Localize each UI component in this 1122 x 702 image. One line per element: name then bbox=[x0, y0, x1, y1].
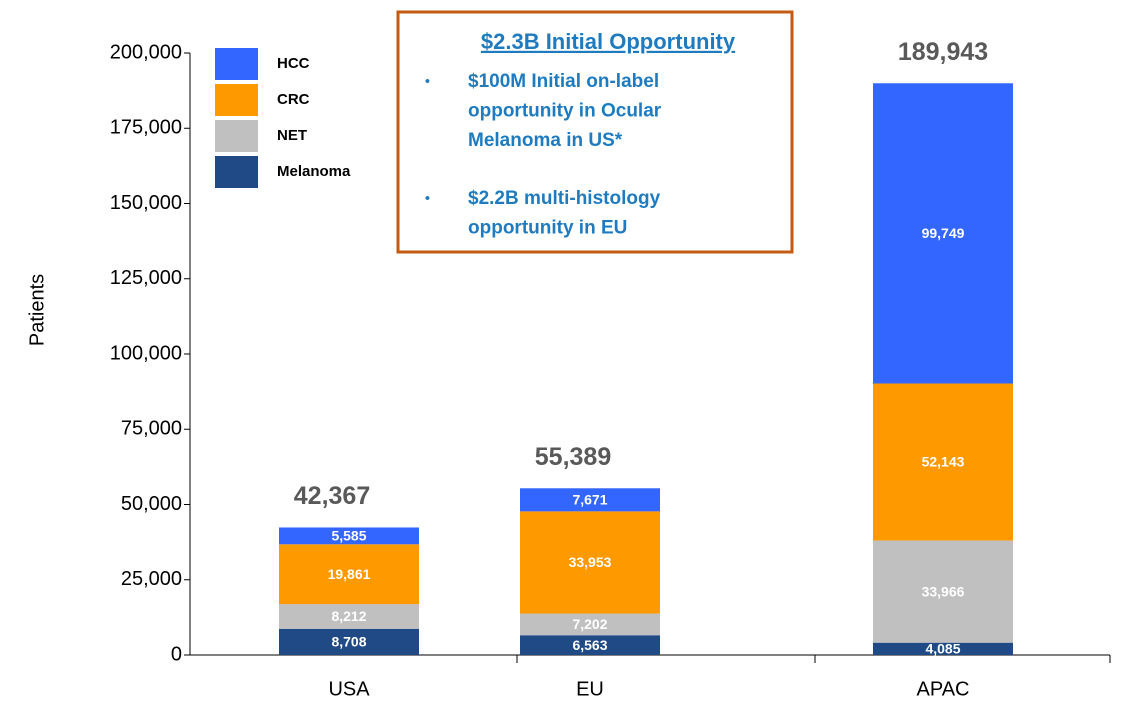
bar-segment bbox=[279, 604, 419, 629]
value-label: 19,861 bbox=[328, 566, 371, 582]
value-label: 33,953 bbox=[569, 554, 612, 570]
y-tick-label: 175,000 bbox=[110, 117, 182, 139]
bar-segment bbox=[279, 544, 419, 605]
bar-segment bbox=[873, 383, 1013, 541]
value-label: 33,966 bbox=[922, 583, 965, 599]
y-tick-label: 0 bbox=[171, 643, 182, 665]
legend-swatch bbox=[215, 84, 258, 116]
x-tick-label: APAC bbox=[917, 678, 970, 700]
y-tick-label: 125,000 bbox=[110, 267, 182, 289]
legend-label: HCC bbox=[277, 55, 310, 72]
bar-segment bbox=[520, 613, 660, 636]
y-axis-label: Patients bbox=[26, 274, 48, 346]
bar-segment bbox=[520, 511, 660, 614]
y-tick-label: 50,000 bbox=[121, 493, 182, 515]
bar-segment bbox=[520, 635, 660, 655]
value-label: 99,749 bbox=[922, 225, 965, 241]
total-label: 55,389 bbox=[535, 443, 611, 471]
x-tick-label: EU bbox=[576, 678, 604, 700]
y-tick-label: 25,000 bbox=[121, 568, 182, 590]
value-label: 7,671 bbox=[572, 492, 607, 508]
value-label: 8,212 bbox=[331, 608, 366, 624]
y-tick-label: 75,000 bbox=[121, 418, 182, 440]
legend-swatch bbox=[215, 120, 258, 152]
value-label: 7,202 bbox=[572, 616, 607, 632]
value-label: 52,143 bbox=[922, 454, 965, 470]
value-label: 6,563 bbox=[572, 637, 607, 653]
bullet-marker: • bbox=[425, 73, 430, 89]
bar-segment bbox=[520, 488, 660, 512]
value-label: 8,708 bbox=[331, 634, 366, 650]
bar-segment bbox=[873, 642, 1013, 655]
bar-segment bbox=[873, 83, 1013, 384]
x-tick-label: USA bbox=[328, 678, 370, 700]
bullet-text: $100M Initial on-label bbox=[468, 71, 659, 92]
y-tick-label: 150,000 bbox=[110, 192, 182, 214]
bullet-marker: • bbox=[425, 190, 430, 206]
legend-label: Melanoma bbox=[277, 163, 351, 180]
bullet-text: opportunity in EU bbox=[468, 218, 627, 239]
annotation-box bbox=[396, 10, 794, 254]
bar-segment bbox=[873, 540, 1013, 643]
bar-segment bbox=[279, 527, 419, 545]
bullet-text: $2.2B multi-histology bbox=[468, 188, 661, 209]
legend-swatch bbox=[215, 48, 258, 80]
legend-label: CRC bbox=[277, 91, 310, 108]
y-tick-label: 100,000 bbox=[110, 342, 182, 364]
total-label: 189,943 bbox=[898, 38, 988, 66]
legend-label: NET bbox=[277, 127, 307, 144]
value-label: 4,085 bbox=[925, 641, 960, 657]
bullet-text: Melanoma in US* bbox=[468, 130, 623, 151]
bar-segment bbox=[279, 628, 419, 655]
bullet-text: opportunity in Ocular bbox=[468, 101, 662, 122]
y-tick-label: 200,000 bbox=[110, 41, 182, 63]
annotation-title: $2.3B Initial Opportunity bbox=[481, 29, 736, 54]
total-label: 42,367 bbox=[294, 482, 370, 510]
legend-swatch bbox=[215, 156, 258, 188]
value-label: 5,585 bbox=[331, 528, 366, 544]
